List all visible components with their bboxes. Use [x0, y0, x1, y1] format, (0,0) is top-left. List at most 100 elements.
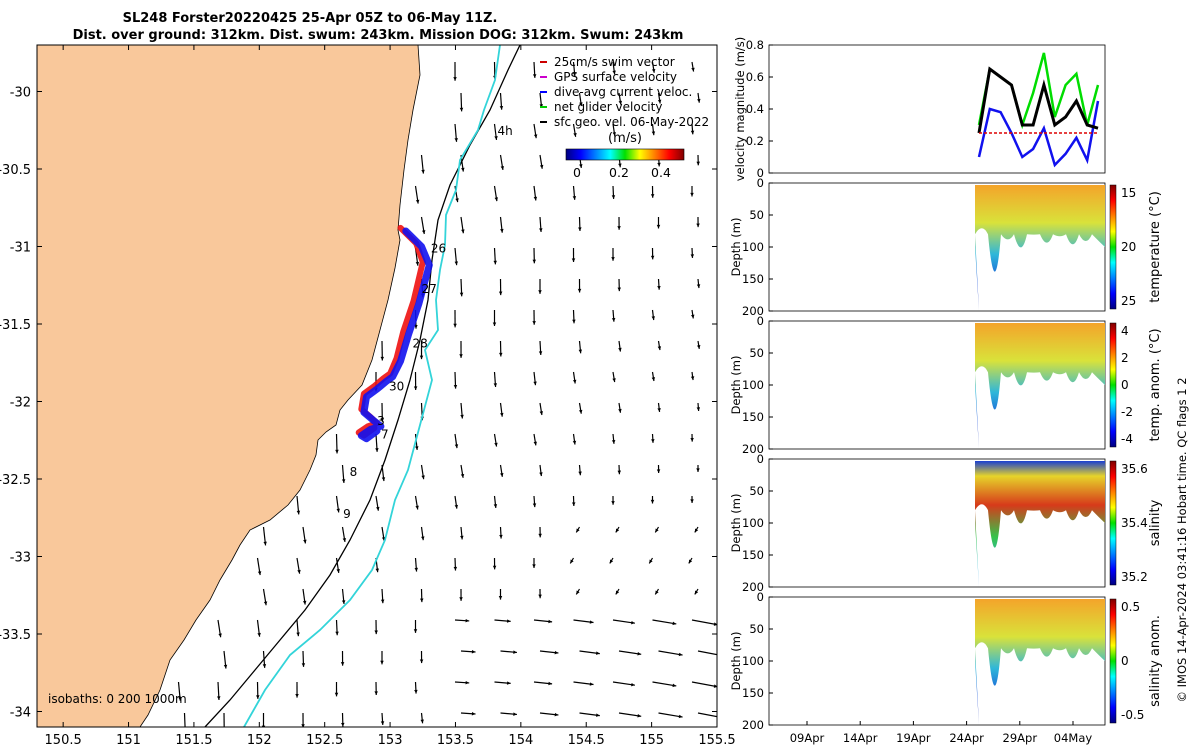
velocity-arrowhead [419, 659, 424, 664]
colorbar-tick-label: -2 [1121, 405, 1133, 419]
day-label: 30 [389, 380, 404, 394]
section-fill [975, 185, 1105, 311]
velocity-arrowhead [538, 290, 542, 294]
credit-text: © IMOS 14-Apr-2024 03:41:16 Hobart time.… [1175, 377, 1189, 702]
velocity-arrowhead [414, 567, 419, 572]
map-y-tick-label: -31 [10, 241, 31, 256]
panel-colorbar [1109, 184, 1117, 310]
velocity-arrowhead [576, 528, 580, 533]
map-x-tick-label: 155 [639, 733, 664, 748]
velocity-arrow [697, 712, 717, 718]
day-labels: 4h 26 27 28 30 37 8 9 [343, 124, 513, 521]
velocity-arrowhead [460, 414, 464, 419]
velocity-arrowhead [453, 384, 458, 389]
map-x-tick-label: 154.5 [568, 733, 605, 748]
velocity-arrowhead [570, 559, 574, 564]
panel-1: 0 50 100 150 200 Depth (m) 15 20 25 temperature (… [729, 176, 1163, 318]
map-y-tick-label: -32 [10, 396, 31, 411]
velocity-arrowhead [415, 199, 420, 204]
velocity-arrowhead [578, 471, 582, 476]
panel-y-label: Depth (m) [729, 218, 743, 277]
velocity-arrowhead [301, 724, 305, 727]
colorbar-label: salinity anom. [1148, 615, 1163, 707]
velocity-arrowhead [694, 590, 699, 595]
velocity-arrowhead [499, 534, 503, 539]
velocity-arrowhead [178, 696, 182, 701]
day-label: 3 [377, 414, 385, 428]
map-panel: 150.5 151 151.5 152 152.5 153 153.5 154 154.5 155… [0, 44, 736, 748]
velocity-arrow [618, 650, 642, 655]
velocity-arrowhead [554, 712, 559, 717]
velocity-arrowhead [455, 198, 459, 203]
velocity-arrowhead [494, 442, 498, 447]
colorbar-tick-label: 25 [1121, 294, 1136, 308]
velocity-arrowhead [690, 438, 694, 442]
colorbar-tick-label: 15 [1121, 186, 1136, 200]
isobath-note: isobaths: 0 200 1000m [48, 692, 187, 706]
velocity-arrowhead [460, 535, 464, 540]
panel-y-tick-label: 150 [742, 686, 764, 700]
track-series-25cm-s-swim-vector [355, 224, 426, 439]
panel-y-tick-label: 100 [742, 654, 764, 668]
velocity-arrowhead [513, 650, 517, 654]
velocity-series-line [977, 100, 1100, 168]
velocity-arrowhead [697, 98, 701, 103]
velocity-arrowhead [493, 260, 497, 265]
velocity-arrowhead [532, 321, 536, 325]
velocity-arrowhead [539, 228, 543, 233]
panel-3: 0 50 100 150 200 Depth (m) 35.6 35.4 35.2 salinit… [729, 452, 1163, 594]
day-label: 4h [498, 124, 513, 138]
velocity-arrowhead [506, 619, 511, 623]
velocity-arrowhead [576, 590, 580, 595]
isobath-200m [204, 45, 521, 727]
velocity-arrowhead [413, 629, 418, 633]
velocity-arrowhead [301, 663, 306, 667]
velocity-arrowhead [539, 164, 544, 169]
velocity-arrowhead [223, 664, 228, 669]
velocity-arrowhead [657, 408, 661, 412]
panel-y-tick-label: 0 [757, 590, 764, 604]
panel-y-tick-label: 50 [749, 622, 764, 636]
colorbar-tick-label: 0.5 [1121, 600, 1140, 614]
velocity-arrowhead [691, 314, 695, 319]
velocity-arrowhead [459, 597, 463, 601]
velocity-arrowhead [494, 136, 498, 140]
velocity-arrowhead [657, 99, 662, 104]
velocity-arrowhead [650, 255, 655, 260]
velocity-arrowhead [380, 721, 385, 725]
velocity-arrowhead [380, 356, 385, 361]
velocity-arrowhead [498, 291, 503, 296]
velocity-arrowhead [471, 712, 476, 716]
map-y-tick-label: -33.5 [0, 628, 31, 643]
velocity-arrowhead [573, 132, 577, 137]
velocity-arrowhead [459, 107, 464, 112]
map-x-tick-label: 152.5 [306, 733, 343, 748]
velocity-arrowhead [578, 227, 582, 232]
velocity-arrowhead [336, 508, 340, 513]
velocity-arrowhead [651, 316, 655, 321]
velocity-arrowhead [498, 595, 503, 600]
velocity-arrowhead [421, 169, 425, 174]
velocity-arrowhead [454, 444, 459, 449]
map-x-tick-label: 151.5 [175, 733, 212, 748]
velocity-arrowhead [217, 696, 221, 700]
glider-track [355, 224, 433, 443]
section-fill [975, 599, 1105, 725]
velocity-arrowhead [589, 620, 594, 624]
velocity-arrowhead [720, 716, 724, 719]
velocity-arrowhead [655, 528, 659, 533]
colorbar-tick-label: 35.2 [1121, 570, 1148, 584]
velocity-arrow [618, 712, 642, 717]
velocity-arrowhead [617, 226, 621, 230]
panel-y-tick-label: 0 [757, 166, 764, 180]
map-x-tick-label: 153 [378, 733, 403, 748]
velocity-arrowhead [649, 559, 653, 564]
velocity-arrowhead [295, 694, 299, 698]
map-y-tick-label: -30.5 [0, 163, 31, 178]
velocity-arrowhead [499, 352, 503, 357]
velocity-arrowhead [678, 714, 683, 719]
velocity-arrowhead [453, 77, 457, 81]
panel-y-tick-label: 200 [742, 580, 764, 594]
isobath-1000m [243, 45, 501, 727]
velocity-arrowhead [500, 228, 504, 233]
